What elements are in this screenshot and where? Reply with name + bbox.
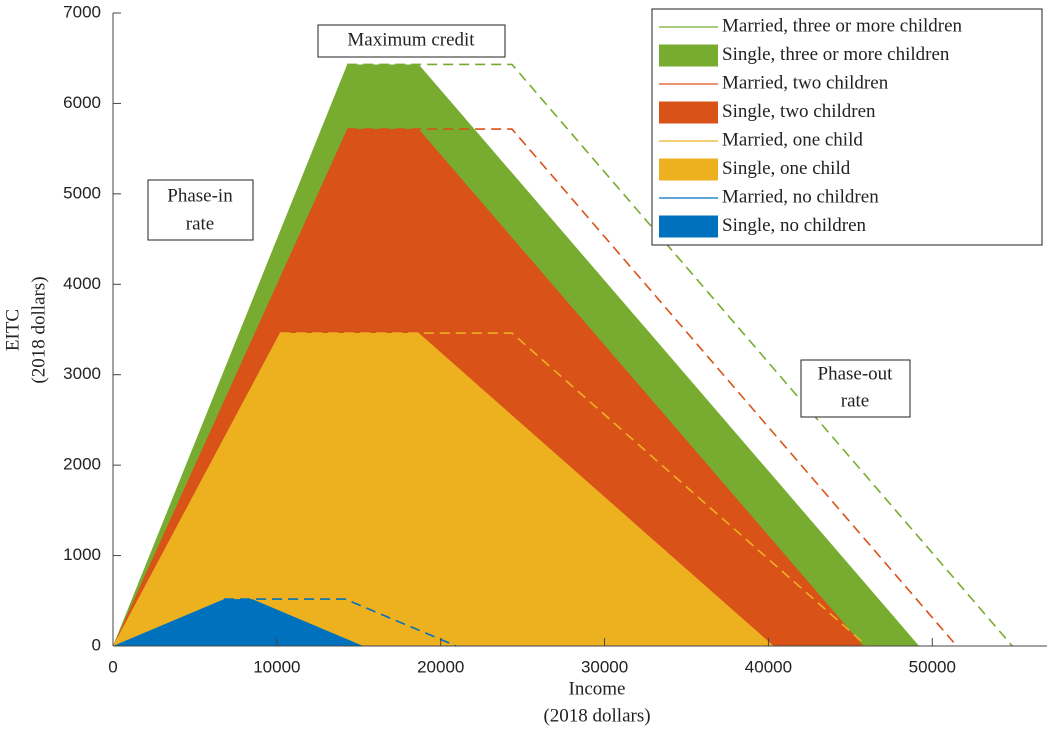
legend-label: Married, no children	[722, 186, 879, 207]
y-tick-label: 2000	[63, 455, 101, 474]
y-tick-label: 1000	[63, 545, 101, 564]
line	[347, 63, 1013, 647]
y-tick-label: 4000	[63, 274, 101, 293]
annotation-box	[800, 359, 911, 418]
y-tick-label: 7000	[63, 2, 101, 21]
line	[347, 128, 958, 647]
x-tick-label: 40000	[745, 657, 792, 676]
plot-area	[113, 64, 920, 646]
line	[224, 598, 457, 647]
y-tick-label: 6000	[63, 93, 101, 112]
x-tick-label: 20000	[417, 657, 464, 676]
axes: 0 10000 20000 30000 40000 50000 0 1000 2000 3000 4…	[63, 2, 1047, 676]
annotation: Phase-out	[818, 363, 894, 384]
annotation-box	[317, 24, 506, 58]
area	[113, 333, 774, 646]
y-axis-label: EITC	[2, 309, 23, 351]
lines	[224, 63, 1013, 647]
legend-label: Single, three or more children	[722, 44, 950, 65]
x-tick-label: 30000	[581, 657, 628, 676]
legend-swatch	[659, 158, 718, 181]
y-tick-label: 5000	[63, 183, 101, 202]
legend-label: Married, three or more children	[722, 15, 963, 36]
area	[113, 599, 364, 646]
legend-label: Married, two children	[722, 72, 889, 93]
x-axis-label: Income	[569, 678, 626, 699]
legend-label: Married, one child	[722, 129, 863, 150]
legend-swatch	[659, 44, 718, 67]
x-tick-label: 10000	[253, 657, 300, 676]
legend-label: Single, one child	[722, 158, 851, 179]
x-axis-label: (2018 dollars)	[543, 705, 650, 726]
legend-label: Single, no children	[722, 215, 867, 236]
annotation: Maximum credit	[347, 29, 475, 50]
line	[279, 332, 868, 647]
y-axis-label: (2018 dollars)	[28, 276, 49, 383]
legend-swatch	[659, 101, 718, 124]
x-tick-label: 0	[108, 657, 117, 676]
legend-swatch	[659, 215, 718, 238]
legend-entries: Married, three or more children Single, t…	[659, 15, 963, 238]
annotation-box	[147, 179, 254, 241]
annotation: rate	[186, 213, 214, 234]
annotation: rate	[841, 390, 869, 411]
annotation: Phase-in	[167, 185, 233, 206]
y-tick-label: 0	[92, 635, 101, 654]
legend-label: Single, two children	[722, 101, 876, 122]
y-tick-label: 3000	[63, 364, 101, 383]
x-tick-label: 50000	[909, 657, 956, 676]
